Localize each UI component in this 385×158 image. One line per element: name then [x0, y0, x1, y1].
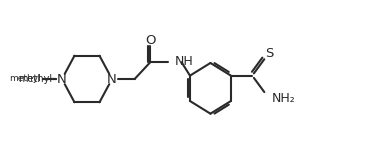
Text: NH: NH [175, 55, 193, 68]
Text: N: N [57, 73, 67, 85]
Text: S: S [265, 47, 273, 60]
Text: methyl: methyl [18, 74, 52, 84]
Text: methyl: methyl [9, 74, 41, 83]
Text: N: N [107, 73, 117, 85]
Text: NH₂: NH₂ [272, 92, 296, 105]
Text: O: O [145, 34, 156, 47]
